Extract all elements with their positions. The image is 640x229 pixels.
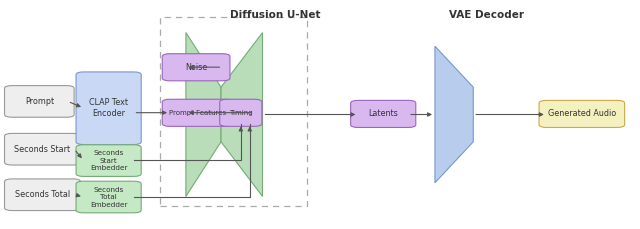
- Text: Seconds
Start
Embedder: Seconds Start Embedder: [90, 150, 127, 171]
- Text: Generated Audio: Generated Audio: [548, 109, 616, 118]
- Text: Latents: Latents: [369, 109, 398, 118]
- Text: Seconds
Total
Embedder: Seconds Total Embedder: [90, 186, 127, 207]
- Text: Seconds Start: Seconds Start: [15, 145, 70, 154]
- Polygon shape: [435, 46, 473, 183]
- Text: Seconds Total: Seconds Total: [15, 190, 70, 199]
- FancyBboxPatch shape: [4, 86, 74, 117]
- Text: Prompt Features: Prompt Features: [168, 110, 226, 116]
- FancyBboxPatch shape: [539, 100, 625, 128]
- FancyBboxPatch shape: [76, 181, 141, 213]
- Text: Timing: Timing: [229, 110, 253, 116]
- Text: Diffusion U-Net: Diffusion U-Net: [230, 11, 321, 20]
- FancyBboxPatch shape: [76, 72, 141, 144]
- Text: Prompt: Prompt: [25, 97, 54, 106]
- FancyBboxPatch shape: [351, 100, 416, 128]
- FancyBboxPatch shape: [220, 99, 262, 126]
- Text: Noise: Noise: [185, 63, 207, 72]
- FancyBboxPatch shape: [76, 145, 141, 176]
- Text: CLAP Text
Encoder: CLAP Text Encoder: [89, 98, 128, 118]
- FancyBboxPatch shape: [163, 99, 232, 126]
- FancyBboxPatch shape: [163, 54, 230, 81]
- Text: VAE Decoder: VAE Decoder: [449, 11, 524, 20]
- Polygon shape: [221, 33, 262, 196]
- FancyBboxPatch shape: [4, 133, 81, 165]
- FancyBboxPatch shape: [4, 179, 81, 210]
- Polygon shape: [186, 33, 221, 196]
